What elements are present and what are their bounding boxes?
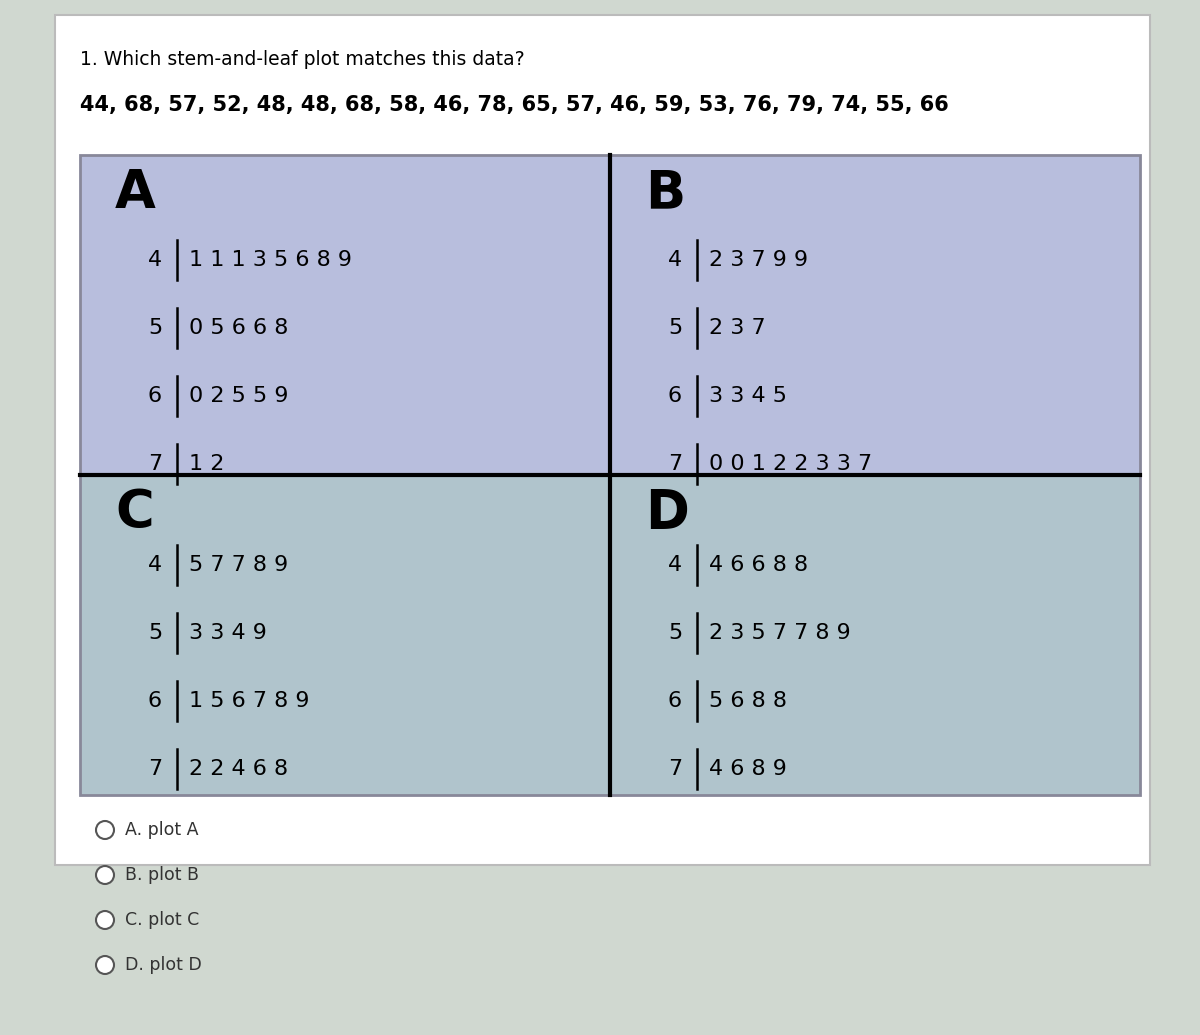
- Text: 2 2 4 6 8: 2 2 4 6 8: [190, 759, 288, 779]
- Circle shape: [96, 821, 114, 839]
- Text: 7: 7: [148, 759, 162, 779]
- Text: 5 6 8 8: 5 6 8 8: [709, 691, 787, 711]
- Text: 6: 6: [148, 386, 162, 406]
- Text: 5 7 7 8 9: 5 7 7 8 9: [190, 555, 288, 575]
- Text: 1 2: 1 2: [190, 454, 224, 474]
- Text: 3 3 4 9: 3 3 4 9: [190, 623, 266, 643]
- Text: 5: 5: [668, 318, 682, 338]
- Text: B. plot B: B. plot B: [125, 866, 199, 884]
- Text: 5: 5: [668, 623, 682, 643]
- Text: 1 5 6 7 8 9: 1 5 6 7 8 9: [190, 691, 310, 711]
- Bar: [55, 14, 1150, 865]
- Circle shape: [96, 866, 114, 884]
- Text: 5: 5: [148, 623, 162, 643]
- Text: D. plot D: D. plot D: [125, 956, 202, 974]
- Circle shape: [96, 956, 114, 974]
- Text: 0 2 5 5 9: 0 2 5 5 9: [190, 386, 288, 406]
- Text: 6: 6: [668, 691, 682, 711]
- Text: 5: 5: [148, 318, 162, 338]
- Text: A: A: [115, 167, 156, 219]
- Text: 6: 6: [668, 386, 682, 406]
- Circle shape: [96, 911, 114, 929]
- Text: C: C: [115, 487, 154, 539]
- Text: 4: 4: [668, 555, 682, 575]
- Text: 1. Which stem-and-leaf plot matches this data?: 1. Which stem-and-leaf plot matches this…: [80, 50, 524, 69]
- Text: C. plot C: C. plot C: [125, 911, 199, 929]
- Bar: [80, 155, 1140, 475]
- Bar: [80, 155, 1140, 795]
- Text: 1 1 1 3 5 6 8 9: 1 1 1 3 5 6 8 9: [190, 250, 352, 270]
- Text: 6: 6: [148, 691, 162, 711]
- Text: 4 6 8 9: 4 6 8 9: [709, 759, 787, 779]
- Text: B: B: [646, 167, 685, 219]
- Text: 4: 4: [148, 250, 162, 270]
- Text: 4 6 6 8 8: 4 6 6 8 8: [709, 555, 808, 575]
- Text: 4: 4: [668, 250, 682, 270]
- Bar: [80, 475, 1140, 795]
- Text: A. plot A: A. plot A: [125, 821, 198, 839]
- Text: 2 3 7 9 9: 2 3 7 9 9: [709, 250, 808, 270]
- Text: 7: 7: [148, 454, 162, 474]
- Text: 3 3 4 5: 3 3 4 5: [709, 386, 787, 406]
- Text: 2 3 7: 2 3 7: [709, 318, 766, 338]
- Text: 7: 7: [668, 454, 682, 474]
- Text: 7: 7: [668, 759, 682, 779]
- Text: 2 3 5 7 7 8 9: 2 3 5 7 7 8 9: [709, 623, 851, 643]
- Text: D: D: [646, 487, 689, 539]
- Text: 0 5 6 6 8: 0 5 6 6 8: [190, 318, 288, 338]
- Text: 44, 68, 57, 52, 48, 48, 68, 58, 46, 78, 65, 57, 46, 59, 53, 76, 79, 74, 55, 66: 44, 68, 57, 52, 48, 48, 68, 58, 46, 78, …: [80, 95, 949, 115]
- Text: 4: 4: [148, 555, 162, 575]
- Text: 0 0 1 2 2 3 3 7: 0 0 1 2 2 3 3 7: [709, 454, 872, 474]
